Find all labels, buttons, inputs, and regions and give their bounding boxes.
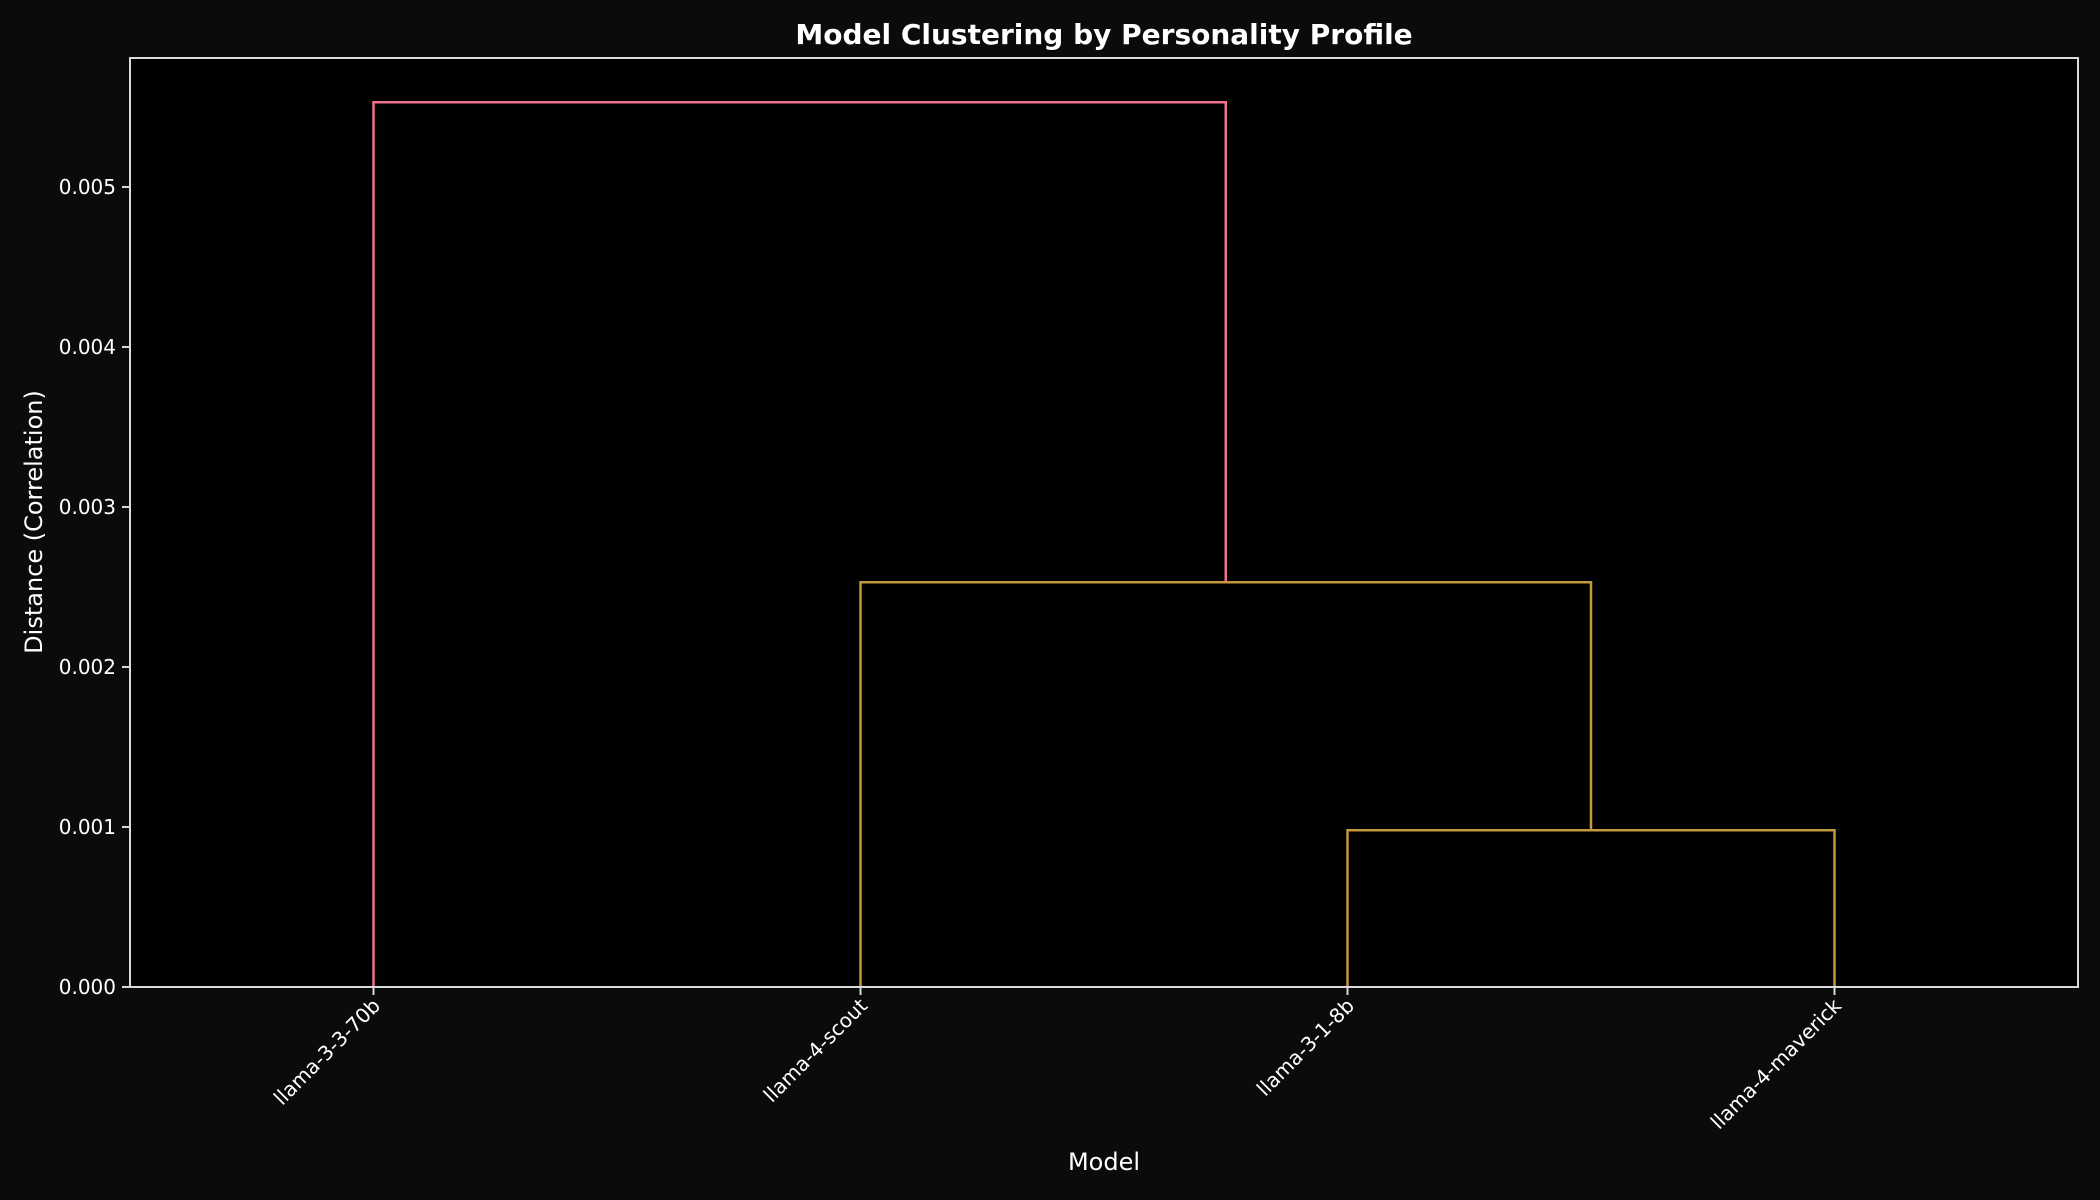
plot-area: [130, 58, 2078, 987]
x-axis-label: Model: [1068, 1148, 1140, 1176]
dendrogram-link: [372, 100, 1227, 987]
y-tick-label: 0.002: [59, 655, 116, 679]
y-axis-ticks: 0.000 0.001 0.002 0.003 0.004 0.005: [59, 175, 130, 999]
y-axis-label: Distance (Correlation): [20, 390, 48, 654]
y-tick-label: 0.005: [59, 175, 116, 199]
y-tick-label: 0.001: [59, 815, 116, 839]
y-tick-label: 0.003: [59, 495, 116, 519]
dendrogram-links: [372, 100, 1836, 987]
y-tick-label: 0.004: [59, 335, 116, 359]
y-tick-label: 0.000: [59, 975, 116, 999]
chart-title: Model Clustering by Personality Profile: [795, 18, 1412, 51]
axes-frame: [129, 57, 2079, 988]
